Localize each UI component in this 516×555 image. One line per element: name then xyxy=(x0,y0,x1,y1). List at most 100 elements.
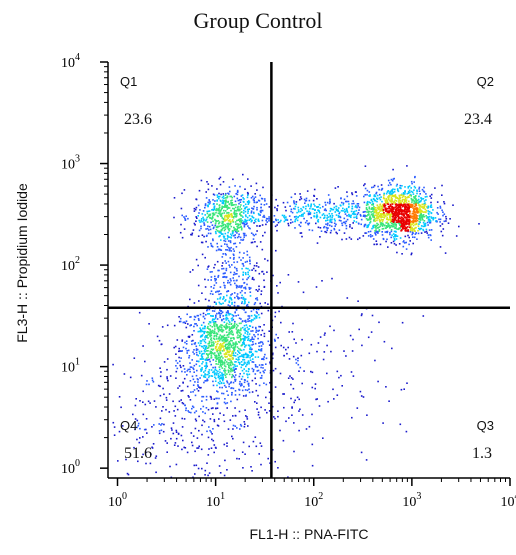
data-point xyxy=(378,206,381,208)
data-point xyxy=(178,347,180,350)
data-point xyxy=(226,350,229,353)
quadrant-name: Q1 xyxy=(120,74,137,89)
data-point xyxy=(414,195,417,197)
data-point xyxy=(217,215,219,218)
data-point xyxy=(237,330,239,333)
data-point xyxy=(233,348,236,350)
data-point xyxy=(350,371,353,373)
data-point xyxy=(234,185,236,187)
data-point xyxy=(260,345,263,347)
data-point xyxy=(215,325,218,327)
data-point xyxy=(390,193,392,195)
data-point xyxy=(205,347,207,349)
data-point xyxy=(216,260,219,263)
data-point xyxy=(273,416,275,418)
data-point xyxy=(236,261,239,263)
data-point xyxy=(376,198,379,200)
data-point xyxy=(206,221,209,223)
data-point xyxy=(195,349,198,352)
data-point xyxy=(182,365,185,367)
data-point xyxy=(410,199,413,201)
data-point xyxy=(258,325,260,328)
data-point xyxy=(206,234,208,237)
data-point xyxy=(243,222,245,225)
data-point xyxy=(345,220,348,223)
data-point xyxy=(385,215,387,217)
data-point xyxy=(333,398,335,400)
data-point xyxy=(225,249,227,251)
data-point xyxy=(180,366,182,369)
data-point xyxy=(381,212,384,215)
data-point xyxy=(233,343,235,346)
data-point xyxy=(231,204,234,206)
data-point xyxy=(221,227,224,230)
data-point xyxy=(230,360,232,362)
data-point xyxy=(113,434,116,436)
data-point xyxy=(408,206,411,208)
data-point xyxy=(351,205,354,208)
data-point xyxy=(200,324,203,326)
data-point xyxy=(419,200,422,203)
data-point xyxy=(377,213,379,216)
data-point xyxy=(387,190,390,192)
data-point xyxy=(205,191,207,193)
data-point xyxy=(218,207,220,210)
data-point xyxy=(402,225,404,228)
data-point xyxy=(241,300,244,303)
data-point xyxy=(216,225,218,228)
data-point xyxy=(298,215,301,217)
data-point xyxy=(397,213,399,215)
data-point xyxy=(194,342,197,344)
data-point xyxy=(430,201,432,204)
data-point xyxy=(329,201,331,204)
data-point xyxy=(391,189,393,191)
data-point xyxy=(355,216,357,219)
data-point xyxy=(112,363,114,366)
data-point xyxy=(373,195,375,197)
data-point xyxy=(237,205,239,208)
data-point xyxy=(252,267,255,270)
data-point xyxy=(400,210,403,213)
data-point xyxy=(218,301,221,304)
data-point xyxy=(380,205,383,207)
data-point xyxy=(217,370,219,373)
data-point xyxy=(186,451,189,454)
data-point xyxy=(197,264,199,267)
data-point xyxy=(216,207,218,210)
data-point xyxy=(422,315,425,317)
data-point xyxy=(232,216,235,219)
data-point xyxy=(401,205,404,208)
data-point xyxy=(380,189,383,191)
data-point xyxy=(306,210,308,212)
data-point xyxy=(201,241,204,244)
data-point xyxy=(242,340,245,343)
data-point xyxy=(375,243,378,246)
data-point xyxy=(211,351,213,354)
data-point xyxy=(389,203,392,206)
data-point xyxy=(385,222,387,224)
data-point xyxy=(353,216,355,219)
data-point xyxy=(168,393,171,395)
data-point xyxy=(203,352,205,355)
data-point xyxy=(186,385,189,388)
data-point xyxy=(317,219,320,221)
data-point xyxy=(227,310,229,312)
data-point xyxy=(304,221,307,224)
data-point xyxy=(211,310,214,312)
data-point xyxy=(228,333,230,336)
data-point xyxy=(409,228,412,230)
data-point xyxy=(268,391,271,394)
data-point xyxy=(407,234,409,237)
data-point xyxy=(205,364,207,367)
data-point xyxy=(193,371,195,373)
data-point xyxy=(240,322,242,325)
data-point xyxy=(201,213,204,215)
data-point xyxy=(192,391,194,393)
data-point xyxy=(388,195,390,197)
data-point xyxy=(439,205,442,208)
data-point xyxy=(260,290,263,292)
data-point xyxy=(232,369,234,371)
data-point xyxy=(260,348,263,350)
data-point xyxy=(341,224,344,227)
data-point xyxy=(184,322,187,324)
